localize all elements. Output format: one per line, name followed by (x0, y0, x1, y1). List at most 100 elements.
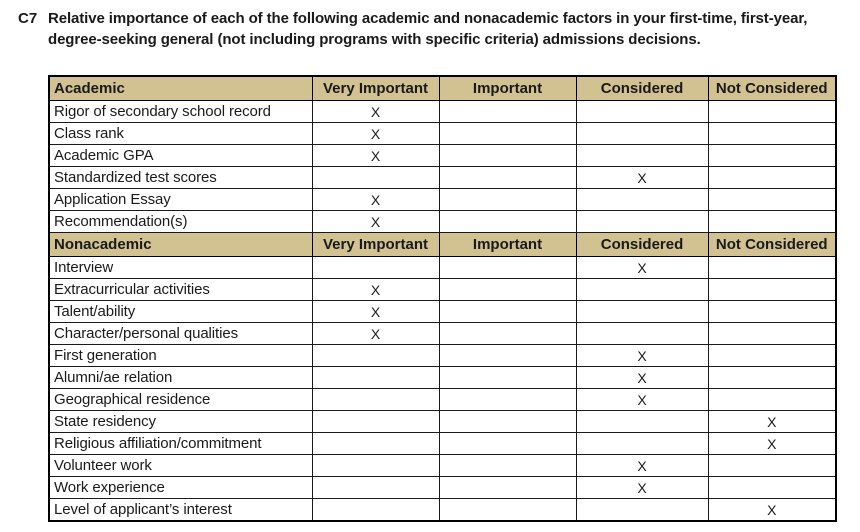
rating-cell (438, 388, 577, 411)
rating-cell (438, 100, 577, 123)
rating-cell (438, 144, 577, 167)
rating-mark: X (575, 256, 709, 279)
rating-cell (575, 322, 709, 345)
rating-cell (311, 344, 440, 367)
rating-cell (575, 300, 709, 323)
factor-row: Character/personal qualities X (48, 322, 837, 345)
factor-row: Extracurricular activities X (48, 278, 837, 301)
factor-label: Work experience (48, 476, 313, 499)
rating-cell (438, 476, 577, 499)
rating-cell (707, 476, 837, 499)
factor-row: Recommendation(s) X (48, 210, 837, 233)
rating-mark: X (707, 432, 837, 455)
rating-cell (311, 256, 440, 279)
rating-cell (438, 322, 577, 345)
section-label: Academic (48, 75, 313, 101)
rating-cell (438, 122, 577, 145)
factor-row: Geographical residence X (48, 388, 837, 411)
column-header: Very Important (311, 75, 440, 101)
rating-cell (311, 388, 440, 411)
rating-cell (311, 432, 440, 455)
rating-cell (575, 100, 709, 123)
rating-cell (707, 144, 837, 167)
factor-row: Application Essay X (48, 188, 837, 211)
rating-mark: X (707, 410, 837, 433)
rating-cell (575, 144, 709, 167)
factor-label: State residency (48, 410, 313, 433)
rating-cell (438, 210, 577, 233)
rating-cell (707, 100, 837, 123)
factor-label: Academic GPA (48, 144, 313, 167)
factor-label: Character/personal qualities (48, 322, 313, 345)
rating-cell (707, 166, 837, 189)
factor-row: Volunteer work X (48, 454, 837, 477)
rating-mark: X (575, 344, 709, 367)
factor-label: Level of applicant’s interest (48, 498, 313, 522)
rating-cell (707, 278, 837, 301)
factor-row: First generation X (48, 344, 837, 367)
factor-row: Level of applicant’s interest X (48, 498, 837, 522)
factor-label: Class rank (48, 122, 313, 145)
factor-row: Religious affiliation/commitment X (48, 432, 837, 455)
rating-mark: X (707, 498, 837, 522)
factor-row: Rigor of secondary school record X (48, 100, 837, 123)
rating-cell (707, 210, 837, 233)
rating-cell (707, 366, 837, 389)
factor-label: Talent/ability (48, 300, 313, 323)
rating-cell (438, 432, 577, 455)
column-header: Important (438, 75, 577, 101)
factor-row: Alumni/ae relation X (48, 366, 837, 389)
rating-cell (575, 188, 709, 211)
rating-cell (707, 122, 837, 145)
rating-cell (707, 344, 837, 367)
rating-mark: X (575, 166, 709, 189)
rating-cell (311, 366, 440, 389)
factor-label: Alumni/ae relation (48, 366, 313, 389)
factor-label: Application Essay (48, 188, 313, 211)
rating-mark: X (575, 476, 709, 499)
rating-cell (438, 188, 577, 211)
factor-label: Religious affiliation/commitment (48, 432, 313, 455)
rating-cell (438, 300, 577, 323)
rating-cell (707, 454, 837, 477)
rating-cell (707, 256, 837, 279)
rating-cell (575, 122, 709, 145)
rating-cell (311, 476, 440, 499)
rating-mark: X (311, 100, 440, 123)
column-header: Considered (575, 232, 709, 257)
factor-row: State residency X (48, 410, 837, 433)
rating-mark: X (311, 278, 440, 301)
question-number: C7 (18, 10, 38, 27)
rating-mark: X (311, 300, 440, 323)
rating-cell (438, 454, 577, 477)
rating-cell (311, 166, 440, 189)
question-text: Relative importance of each of the follo… (48, 10, 808, 48)
column-header: Very Important (311, 232, 440, 257)
rating-mark: X (311, 188, 440, 211)
rating-cell (707, 188, 837, 211)
rating-mark: X (575, 388, 709, 411)
rating-cell (438, 256, 577, 279)
factor-label: First generation (48, 344, 313, 367)
column-header: Considered (575, 75, 709, 101)
rating-cell (575, 278, 709, 301)
factor-row: Class rank X (48, 122, 837, 145)
rating-cell (707, 322, 837, 345)
factor-label: Rigor of secondary school record (48, 100, 313, 123)
rating-cell (575, 498, 709, 522)
factor-label: Standardized test scores (48, 166, 313, 189)
rating-mark: X (575, 454, 709, 477)
section-label: Nonacademic (48, 232, 313, 257)
rating-cell (438, 278, 577, 301)
rating-cell (575, 410, 709, 433)
factor-label: Extracurricular activities (48, 278, 313, 301)
rating-cell (438, 166, 577, 189)
rating-cell (311, 498, 440, 522)
rating-mark: X (311, 210, 440, 233)
rating-cell (438, 344, 577, 367)
factor-label: Geographical residence (48, 388, 313, 411)
factor-label: Interview (48, 256, 313, 279)
factor-label: Volunteer work (48, 454, 313, 477)
column-header: Important (438, 232, 577, 257)
